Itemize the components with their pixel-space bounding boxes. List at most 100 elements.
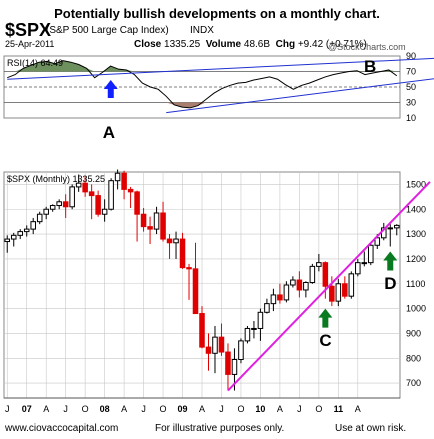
candle <box>205 346 212 354</box>
price-legend-label: $SPX (Monthly) 1335.25 <box>7 174 105 184</box>
page-title: Potentially bullish developments on a mo… <box>54 6 380 21</box>
candle <box>101 208 108 215</box>
candle <box>121 172 127 190</box>
chg-label: Chg <box>275 39 296 50</box>
rsi-oversold-fill <box>166 102 206 108</box>
candle <box>361 262 368 265</box>
x-tick-label: A <box>355 404 361 414</box>
candle <box>316 262 322 267</box>
candle <box>173 238 179 244</box>
candle <box>322 262 329 287</box>
price-tick-label: 700 <box>406 378 421 388</box>
x-tick-label: 10 <box>255 404 265 414</box>
footer-risk: Use at own risk. <box>335 423 407 434</box>
candle <box>218 336 225 353</box>
ticker-description: (S&P 500 Large Cap Index) <box>46 25 169 36</box>
footer-disclaimer: For illustrative purposes only. <box>155 423 285 434</box>
price-tick-label: 1200 <box>406 254 426 264</box>
rsi-tick-label: 50 <box>406 82 416 92</box>
rsi-tick-label: 90 <box>406 51 416 61</box>
x-tick-label: A <box>199 404 205 414</box>
candle <box>199 313 205 348</box>
rsi-tick-label: 10 <box>406 113 416 123</box>
candle <box>257 311 264 329</box>
candle <box>160 212 166 240</box>
rsi-lower-line <box>166 78 434 114</box>
volume-label: Volume <box>205 39 242 50</box>
volume-value: 48.6B <box>243 39 271 50</box>
annotation-b: B <box>364 57 376 76</box>
candle <box>342 283 348 297</box>
candle <box>244 327 251 342</box>
green-arrow-up-icon <box>383 251 398 271</box>
chart-date: 25-Apr-2011 <box>5 39 55 49</box>
candle <box>30 221 36 230</box>
candle <box>368 244 374 264</box>
candle <box>36 213 43 223</box>
annotation-c: C <box>319 331 331 350</box>
x-tick-label: O <box>160 404 167 414</box>
candle <box>225 351 231 375</box>
candle <box>17 231 24 236</box>
candle <box>264 303 270 313</box>
green-arrow-up-icon <box>318 308 333 328</box>
rsi-panel: 10 30 50 70 90 RSI(14) 64.49 A B <box>3 51 434 142</box>
x-tick-label: O <box>82 404 89 414</box>
price-tick-label: 1000 <box>406 304 426 314</box>
candle <box>186 267 192 270</box>
candle <box>108 180 114 210</box>
candle <box>355 262 361 275</box>
close-value: 1335.25 <box>164 39 201 50</box>
candle <box>251 327 257 330</box>
price-tick-label: 1400 <box>406 204 426 214</box>
candle <box>75 182 82 188</box>
quote-line: Close 1335.25 Volume 48.6B Chg +9.42 (+0… <box>134 39 367 50</box>
candle <box>303 282 309 291</box>
x-tick-label: A <box>277 404 283 414</box>
candle <box>82 182 88 193</box>
x-tick-label: 07 <box>22 404 32 414</box>
rsi-line <box>7 60 398 109</box>
rsi-legend-label: RSI(14) 64.49 <box>7 58 63 68</box>
candle <box>153 212 160 230</box>
candle <box>56 201 62 207</box>
candle <box>49 205 56 210</box>
candle <box>10 234 17 240</box>
candle <box>140 213 147 228</box>
candle <box>231 359 238 375</box>
watermark: @StockCharts.com <box>328 42 406 52</box>
rsi-arrow-up-icon <box>103 80 118 98</box>
close-label: Close <box>134 39 162 50</box>
candle <box>88 191 95 197</box>
x-tick-label: J <box>5 404 10 414</box>
candle <box>329 285 335 302</box>
candle <box>348 273 355 297</box>
candle <box>290 279 296 286</box>
x-tick-label: A <box>43 404 49 414</box>
exchange-label: INDX <box>190 25 214 36</box>
price-tick-label: 1100 <box>406 279 425 289</box>
footer-website: www.ciovaccocapital.com <box>5 423 119 434</box>
candle <box>95 195 101 215</box>
candle <box>166 238 173 244</box>
x-tick-label: J <box>297 404 302 414</box>
x-tick-label: J <box>63 404 68 414</box>
price-tick-label: 1300 <box>406 229 426 239</box>
candle <box>335 283 342 302</box>
candle <box>270 294 277 305</box>
candle <box>374 237 381 246</box>
candle <box>127 188 134 193</box>
candle <box>62 201 69 208</box>
candle <box>134 191 140 215</box>
rsi-overbought-fill <box>15 60 397 72</box>
candle <box>43 208 49 215</box>
candle <box>238 340 244 361</box>
x-tick-label: O <box>315 404 322 414</box>
candle <box>393 224 400 229</box>
ticker-symbol: $SPX <box>5 20 52 40</box>
chg-value: +9.42 (+0.71%) <box>297 39 367 50</box>
price-tick-label: 1500 <box>406 179 426 189</box>
candle <box>309 265 316 284</box>
x-tick-label: 09 <box>178 404 188 414</box>
